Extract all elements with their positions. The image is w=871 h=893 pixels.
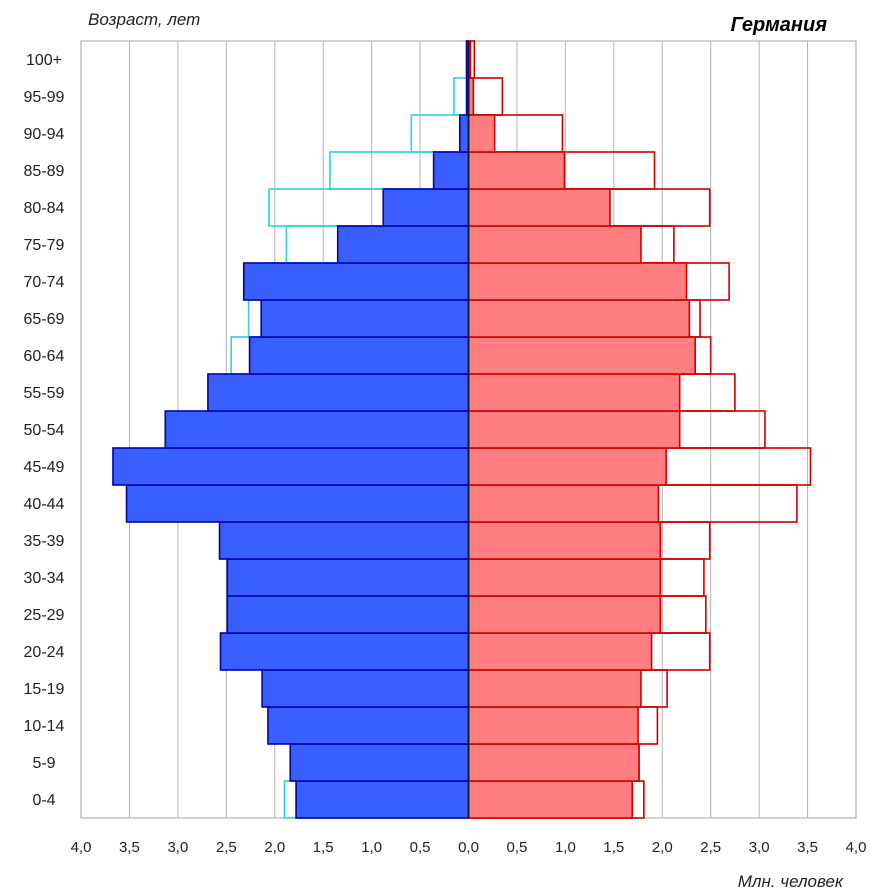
- left-filled-bar-85-89: [432, 151, 470, 190]
- age-group-label: 5-9: [32, 755, 55, 772]
- age-group-label: 85-89: [24, 163, 65, 180]
- left-filled-bar-50-54: [164, 410, 470, 449]
- right-filled-bar-20-24: [467, 632, 653, 671]
- right-filled-bar-5-9: [467, 743, 640, 782]
- right-filled-bar-50-54: [467, 410, 681, 449]
- x-tick-label: 2,5: [216, 839, 237, 856]
- right-filled-bar-70-74: [467, 262, 688, 301]
- x-tick-label: 4,0: [71, 839, 92, 856]
- right-filled-bar-85-89: [467, 151, 566, 190]
- x-tick-label: 0,0: [458, 839, 479, 856]
- left-filled-bar-15-19: [261, 669, 470, 708]
- age-group-label: 80-84: [24, 200, 65, 217]
- right-filled-bar-0-4: [467, 780, 634, 819]
- right-filled-bar-15-19: [467, 669, 642, 708]
- x-axis-title: Млн. человек: [738, 872, 844, 891]
- left-filled-bar-25-29: [226, 595, 470, 634]
- right-filled-bar-25-29: [467, 595, 662, 634]
- y-axis-title: Возраст, лет: [88, 10, 200, 29]
- x-tick-label: 2,0: [264, 839, 285, 856]
- left-filled-bar-20-24: [219, 632, 470, 671]
- age-group-label: 20-24: [24, 644, 65, 661]
- x-tick-label: 2,5: [700, 839, 721, 856]
- age-group-label: 60-64: [24, 348, 65, 365]
- x-tick-label: 4,0: [846, 839, 867, 856]
- right-filled-bar-90-94: [467, 114, 496, 153]
- right-filled-bar-55-59: [467, 373, 681, 412]
- x-tick-label: 3,5: [119, 839, 140, 856]
- x-tick-label: 1,5: [603, 839, 624, 856]
- right-filled-bar-45-49: [467, 447, 667, 486]
- right-filled-bar-35-39: [467, 521, 662, 560]
- left-filled-bar-55-59: [207, 373, 470, 412]
- age-group-label: 0-4: [32, 792, 55, 809]
- right-filled-bar-75-79: [467, 225, 642, 264]
- left-filled-bar-10-14: [267, 706, 470, 745]
- age-group-label: 70-74: [24, 274, 65, 291]
- right-filled-bar-10-14: [467, 706, 639, 745]
- x-tick-label: 1,0: [555, 839, 576, 856]
- right-filled-bar-30-34: [467, 558, 662, 597]
- left-filled-bar-0-4: [295, 780, 470, 819]
- age-group-label: 45-49: [24, 459, 65, 476]
- age-group-label: 30-34: [24, 570, 65, 587]
- left-filled-bar-35-39: [218, 521, 470, 560]
- age-group-label: 55-59: [24, 385, 65, 402]
- left-filled-bar-30-34: [226, 558, 470, 597]
- x-tick-label: 0,5: [507, 839, 528, 856]
- right-filled-bar-40-44: [467, 484, 660, 523]
- x-tick-label: 1,0: [361, 839, 382, 856]
- left-filled-bar-80-84: [382, 188, 470, 227]
- left-filled-bar-90-94: [458, 114, 470, 153]
- x-tick-label: 3,0: [749, 839, 770, 856]
- left-filled-bar-40-44: [125, 484, 470, 523]
- right-filled-bar-60-64: [467, 336, 696, 375]
- x-tick-label: 1,5: [313, 839, 334, 856]
- left-filled-bar-70-74: [242, 262, 470, 301]
- age-group-label: 50-54: [24, 422, 65, 439]
- age-group-label: 75-79: [24, 237, 65, 254]
- x-tick-label: 3,5: [797, 839, 818, 856]
- x-tick-label: 3,0: [167, 839, 188, 856]
- left-filled-bar-65-69: [260, 299, 470, 338]
- chart-title: Германия: [731, 14, 828, 36]
- age-group-label: 10-14: [24, 718, 65, 735]
- right-filled-bar-80-84: [467, 188, 611, 227]
- right-filled-bar-65-69: [467, 299, 691, 338]
- left-filled-bar-45-49: [112, 447, 470, 486]
- age-group-label: 100+: [26, 52, 62, 69]
- bars: [112, 40, 812, 819]
- left-filled-bar-5-9: [289, 743, 470, 782]
- x-tick-label: 0,5: [410, 839, 431, 856]
- age-group-label: 25-29: [24, 607, 65, 624]
- x-tick-label: 2,0: [652, 839, 673, 856]
- labels: 4,0 3,5 3,0 2,5 2,0 1,5 1,0 0,5 0,0 0,5 1,0 1,5 2,0 2…: [24, 52, 867, 856]
- left-filled-bar-60-64: [248, 336, 470, 375]
- age-group-label: 90-94: [24, 126, 65, 143]
- age-group-label: 95-99: [24, 89, 65, 106]
- age-group-label: 40-44: [24, 496, 65, 513]
- left-filled-bar-75-79: [336, 225, 470, 264]
- age-group-label: 15-19: [24, 681, 65, 698]
- age-group-label: 35-39: [24, 533, 65, 550]
- age-group-label: 65-69: [24, 311, 65, 328]
